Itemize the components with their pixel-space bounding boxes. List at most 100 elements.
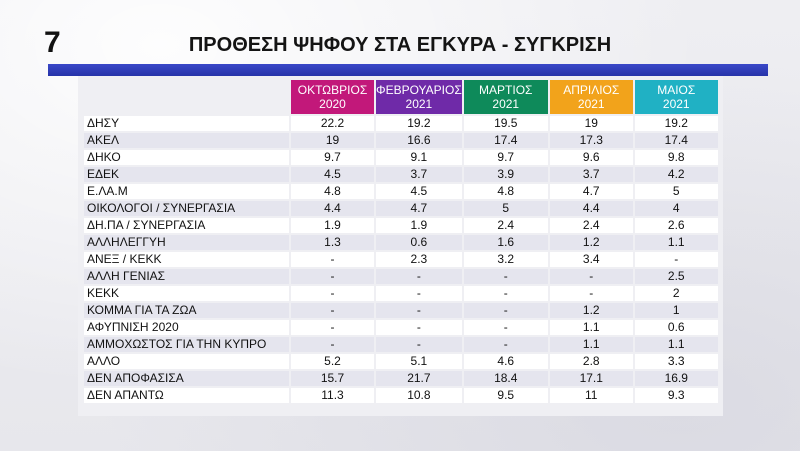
table-row: ΑΦΥΠΝΙΣΗ 2020- - -1.1 0.6 — [84, 320, 718, 335]
column-header-month: ΟΚΤΩΒΡΙΟΣ — [297, 83, 368, 97]
value-cell: 9.7 — [291, 150, 374, 165]
value-cell: 1.1 — [549, 320, 633, 335]
party-label: ΑΝΕΞ / ΚΕΚΚ — [84, 252, 289, 267]
column-header: ΦΕΒΡΟΥΑΡΙΟΣ 2021 — [376, 80, 462, 114]
value-cell: 11.3 — [291, 388, 374, 403]
value-cell: 0.6 — [634, 320, 718, 335]
value-cell: 2 — [634, 286, 718, 301]
value-cell: 5 — [463, 201, 548, 216]
value-cell: 9.8 — [634, 150, 718, 165]
value-cell: 1.9 — [291, 218, 374, 233]
value-cell: 3.7 — [549, 167, 633, 182]
value-cell: 2.3 — [376, 252, 462, 267]
value-cell: 4 — [634, 201, 718, 216]
value-cell: 9.1 — [376, 150, 462, 165]
value-cell: - — [291, 303, 374, 318]
value-cell: 3.7 — [376, 167, 462, 182]
value-cell: 3.9 — [463, 167, 548, 182]
table-row: ΔΗ.ΠΑ / ΣΥΝΕΡΓΑΣΙΑ 1.9 1.9 2.4 2.4 2.6 — [84, 218, 718, 233]
value-cell: 2.5 — [634, 269, 718, 284]
value-cell: 4.6 — [463, 354, 548, 369]
value-cell: - — [291, 269, 374, 284]
value-cell: 4.5 — [376, 184, 462, 199]
value-cell: - — [376, 337, 462, 352]
column-header-month: ΜΑΙΟΣ — [657, 83, 696, 97]
value-cell: 9.3 — [634, 388, 718, 403]
value-cell: - — [463, 269, 548, 284]
header-corner — [84, 80, 289, 114]
value-cell: - — [376, 286, 462, 301]
column-header-year: 2021 — [577, 97, 605, 111]
value-cell: 5.1 — [376, 354, 462, 369]
party-label: ΑΦΥΠΝΙΣΗ 2020 — [84, 320, 289, 335]
accent-bar — [48, 64, 768, 76]
party-label: ΔΕΝ ΑΠΟΦΑΣΙΣΑ — [84, 371, 289, 386]
value-cell: 4.2 — [634, 167, 718, 182]
value-cell: 4.8 — [463, 184, 548, 199]
column-header-year: 2021 — [492, 97, 520, 111]
value-cell: - — [549, 286, 633, 301]
party-label: ΔΗ.ΠΑ / ΣΥΝΕΡΓΑΣΙΑ — [84, 218, 289, 233]
value-cell: 2.6 — [634, 218, 718, 233]
table-row: ΑΛΛΟ 5.2 5.1 4.6 2.8 3.3 — [84, 354, 718, 369]
table-row: ΑΛΛΗ ΓΕΝΙΑΣ - - - -2.5 — [84, 269, 718, 284]
column-header-month: ΦΕΒΡΟΥΑΡΙΟΣ — [376, 83, 462, 97]
value-cell: - — [291, 252, 374, 267]
party-label: ΔΕΝ ΑΠΑΝΤΩ — [84, 388, 289, 403]
table-row: Ε.ΛΑ.Μ 4.8 4.5 4.8 4.7 5 — [84, 184, 718, 199]
table-row: ΚΕΚΚ - - - -2 — [84, 286, 718, 301]
value-cell: 17.4 — [634, 133, 718, 148]
value-cell: 1.6 — [463, 235, 548, 250]
party-label: ΑΛΛΗΛΕΓΓΥΗ — [84, 235, 289, 250]
value-cell: 1 — [634, 303, 718, 318]
value-cell: 17.4 — [463, 133, 548, 148]
page-title: ΠΡΟΘΕΣΗ ΨΗΦΟΥ ΣΤΑ ΕΓΚΥΡΑ - ΣΥΓΚΡΙΣΗ — [188, 34, 612, 56]
value-cell: - — [291, 337, 374, 352]
value-cell: 19.2 — [634, 116, 718, 131]
party-label: ΑΛΛΟ — [84, 354, 289, 369]
table-row: ΔΕΝ ΑΠΟΦΑΣΙΣΑ 15.7 21.7 18.4 17.1 16.9 — [84, 371, 718, 386]
column-header-year: 2021 — [405, 97, 433, 111]
value-cell: 19 — [549, 116, 633, 131]
value-cell: 4.7 — [549, 184, 633, 199]
value-cell: - — [463, 303, 548, 318]
party-label: ΔΗΚΟ — [84, 150, 289, 165]
column-header-year: 2021 — [662, 97, 690, 111]
value-cell: 1.1 — [634, 235, 718, 250]
value-cell: 19 — [291, 133, 374, 148]
column-header-year: 2020 — [319, 97, 346, 111]
table-row: ΑΜΜΟΧΩΣΤΟΣ ΓΙΑ ΤΗΝ ΚΥΠΡΟ - - -1.1 1.1 — [84, 337, 718, 352]
value-cell: - — [291, 320, 374, 335]
party-label: ΔΗΣΥ — [84, 116, 289, 131]
value-cell: 17.3 — [549, 133, 633, 148]
value-cell: 10.8 — [376, 388, 462, 403]
column-header: ΜΑΡΤΙΟΣ 2021 — [463, 80, 548, 114]
table-row: ΔΗΚΟ 9.7 9.1 9.7 9.6 9.8 — [84, 150, 718, 165]
table-row: ΕΔΕΚ 4.5 3.7 3.9 3.7 4.2 — [84, 167, 718, 182]
value-cell: 4.4 — [291, 201, 374, 216]
value-cell: - — [291, 286, 374, 301]
value-cell: 1.1 — [634, 337, 718, 352]
value-cell: 4.5 — [291, 167, 374, 182]
value-cell: 4.7 — [376, 201, 462, 216]
value-cell: - — [463, 286, 548, 301]
value-cell: 2.8 — [549, 354, 633, 369]
value-cell: 1.3 — [291, 235, 374, 250]
poll-table: ΟΚΤΩΒΡΙΟΣ 2020 ΦΕΒΡΟΥΑΡΙΟΣ 2021 ΜΑΡΤΙΟΣ … — [82, 78, 720, 405]
column-header: ΑΠΡΙΛΙΟΣ 2021 — [549, 80, 633, 114]
party-label: ΚΟΜΜΑ ΓΙΑ ΤΑ ΖΩΑ — [84, 303, 289, 318]
value-cell: - — [376, 269, 462, 284]
value-cell: 19.2 — [376, 116, 462, 131]
party-label: ΑΛΛΗ ΓΕΝΙΑΣ — [84, 269, 289, 284]
header-row: ΟΚΤΩΒΡΙΟΣ 2020 ΦΕΒΡΟΥΑΡΙΟΣ 2021 ΜΑΡΤΙΟΣ … — [84, 80, 718, 114]
table-row: ΚΟΜΜΑ ΓΙΑ ΤΑ ΖΩΑ - - -1.2 1 — [84, 303, 718, 318]
value-cell: 4.8 — [291, 184, 374, 199]
party-label: ΑΜΜΟΧΩΣΤΟΣ ΓΙΑ ΤΗΝ ΚΥΠΡΟ — [84, 337, 289, 352]
value-cell: 17.1 — [549, 371, 633, 386]
party-label: ΚΕΚΚ — [84, 286, 289, 301]
value-cell: 3.2 — [463, 252, 548, 267]
value-cell: - — [376, 303, 462, 318]
value-cell: 2.4 — [463, 218, 548, 233]
value-cell: 1.2 — [549, 303, 633, 318]
value-cell: 15.7 — [291, 371, 374, 386]
